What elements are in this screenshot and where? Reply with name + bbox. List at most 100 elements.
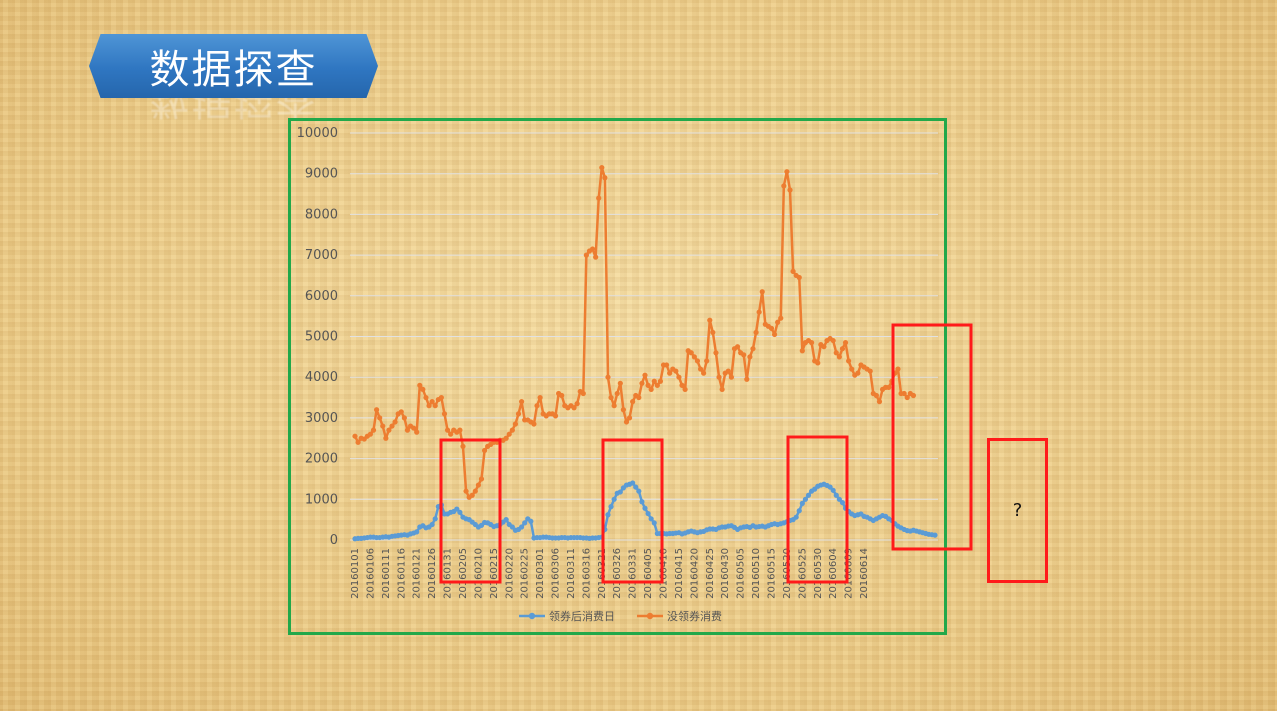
data-point [611,403,617,409]
forecast-question-box: ? [987,438,1048,583]
highlight-box-jun [891,323,973,551]
data-point [642,372,648,378]
data-point [370,427,377,433]
x-tick-label: 20160505 [736,548,747,599]
data-point [790,268,796,274]
data-point [741,352,747,358]
x-tick-label: 20160306 [551,548,562,599]
data-point [448,431,454,437]
data-point [849,366,855,372]
data-point [380,423,386,429]
legend-label: 没领券消费 [667,609,722,623]
grid-lines [350,132,938,541]
data-point [642,505,648,511]
chart-frame [288,118,947,635]
x-tick-label: 20160301 [535,548,546,599]
data-point [876,399,883,405]
data-point [454,506,460,512]
data-point [620,407,627,413]
data-point [799,500,805,506]
data-point [839,499,846,506]
x-tick-label: 20160311 [566,548,577,599]
data-point [775,319,781,325]
x-tick-label: 20160614 [859,548,870,599]
x-tick-label: 20160116 [396,548,407,599]
x-tick-label: 20160106 [365,548,376,599]
data-point [842,340,849,346]
data-point [663,362,670,368]
data-point [910,392,917,399]
data-point [808,340,815,346]
x-tick-label: 20160210 [473,548,484,599]
x-tick-label: 20160405 [643,548,654,599]
data-point [734,344,741,350]
data-point [373,407,380,413]
question-mark: ? [1012,500,1023,521]
data-point [651,520,657,526]
series-line [353,166,915,499]
data-point [608,394,614,401]
data-point [830,487,836,493]
data-point [596,195,602,201]
y-tick-label: 4000 [305,370,338,385]
data-point [608,504,614,510]
data-point [611,496,617,502]
data-point [472,488,478,494]
legend-label: 领券后消费日 [549,609,615,623]
data-point [583,252,589,258]
data-point [355,439,361,445]
data-point [503,517,509,523]
data-point [719,386,725,393]
data-point [796,274,802,281]
data-point [713,350,719,356]
x-tick-label: 20160126 [427,548,438,599]
data-point [429,399,435,405]
data-point [701,370,707,376]
data-point [469,492,475,498]
data-point [580,390,586,397]
data-point [648,386,654,393]
x-tick-label: 20160525 [797,548,808,599]
data-point [509,427,515,433]
data-point [771,331,778,338]
data-point [833,492,839,498]
data-point [602,175,608,181]
data-point [571,405,577,411]
data-point [682,386,688,393]
y-axis-ticks: 0 1000 2000 3000 4000 5000 6000 7000 8000 9000 100… [297,126,338,548]
data-point [781,183,787,189]
data-point [630,399,636,405]
data-point [753,329,759,336]
data-point [404,427,411,433]
data-point [636,394,642,401]
data-point [509,524,515,530]
data-point [707,317,713,323]
data-point [904,394,910,401]
data-point [617,380,623,386]
data-point [481,447,488,454]
data-point [478,476,485,482]
x-tick-label: 20160515 [766,548,777,599]
data-point [839,346,846,352]
data-point [383,435,389,441]
x-tick-label: 20160326 [612,548,623,599]
data-point [457,509,463,515]
y-tick-label: 6000 [305,289,338,304]
data-point [626,415,633,421]
x-tick-label: 20160425 [705,548,716,599]
data-point [673,368,679,374]
data-point [623,419,630,425]
data-point [614,390,620,397]
x-tick-label: 20160604 [828,548,839,599]
data-point [534,403,540,409]
data-point [593,254,599,260]
data-point [401,415,407,421]
data-point [645,510,651,517]
data-point [531,421,537,427]
data-point [821,344,827,350]
y-tick-label: 8000 [305,207,338,222]
y-tick-label: 0 [330,533,338,548]
data-point [833,350,839,356]
data-point [784,169,790,175]
data-point [605,374,611,380]
